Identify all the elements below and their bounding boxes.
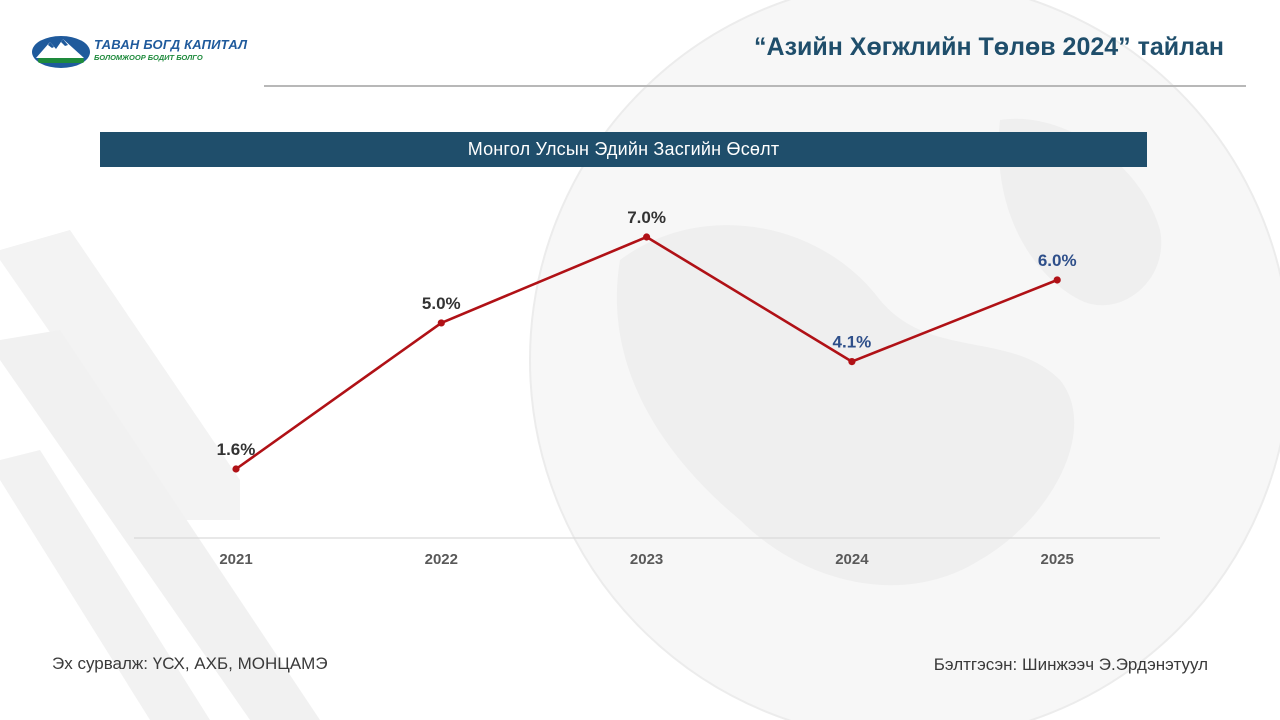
x-tick-label: 2025 [1041,551,1074,568]
data-point [232,465,240,473]
page-title: “Азийн Хөгжлийн Төлөв 2024” тайлан [754,33,1224,61]
data-label: 5.0% [422,294,461,313]
logo-tagline: БОЛОМЖООР БОДИТ БОЛГО [94,53,203,62]
prepared-by-note: Бэлтгэсэн: Шинжээч Э.Эрдэнэтуул [933,655,1208,674]
data-label: 4.1% [833,333,872,352]
data-label: 1.6% [217,440,256,459]
data-label: 7.0% [627,208,666,227]
x-tick-label: 2024 [835,551,869,568]
data-point [1053,276,1061,284]
chart-title-banner: Монгол Улсын Эдийн Засгийн Өсөлт [100,132,1147,167]
data-point [848,357,856,366]
series-line [235,235,1058,471]
data-label: 6.0% [1038,251,1077,270]
title-divider [264,85,1246,87]
logo-name: ТАВАН БОГД КАПИТАЛ [94,37,248,52]
data-point [437,319,445,327]
x-tick-label: 2021 [219,551,252,568]
chart-title: Монгол Улсын Эдийн Засгийн Өсөлт [467,139,780,159]
company-logo: ТАВАН БОГД КАПИТАЛ БОЛОМЖООР БОДИТ БОЛГО [32,34,247,70]
x-tick-label: 2023 [630,551,663,568]
source-note: Эх сурвалж: ҮСХ, АХБ, МОНЦАМЭ [52,654,328,673]
x-tick-label: 2022 [425,551,458,568]
data-point [643,233,651,241]
mountain-logo-icon [32,36,90,68]
